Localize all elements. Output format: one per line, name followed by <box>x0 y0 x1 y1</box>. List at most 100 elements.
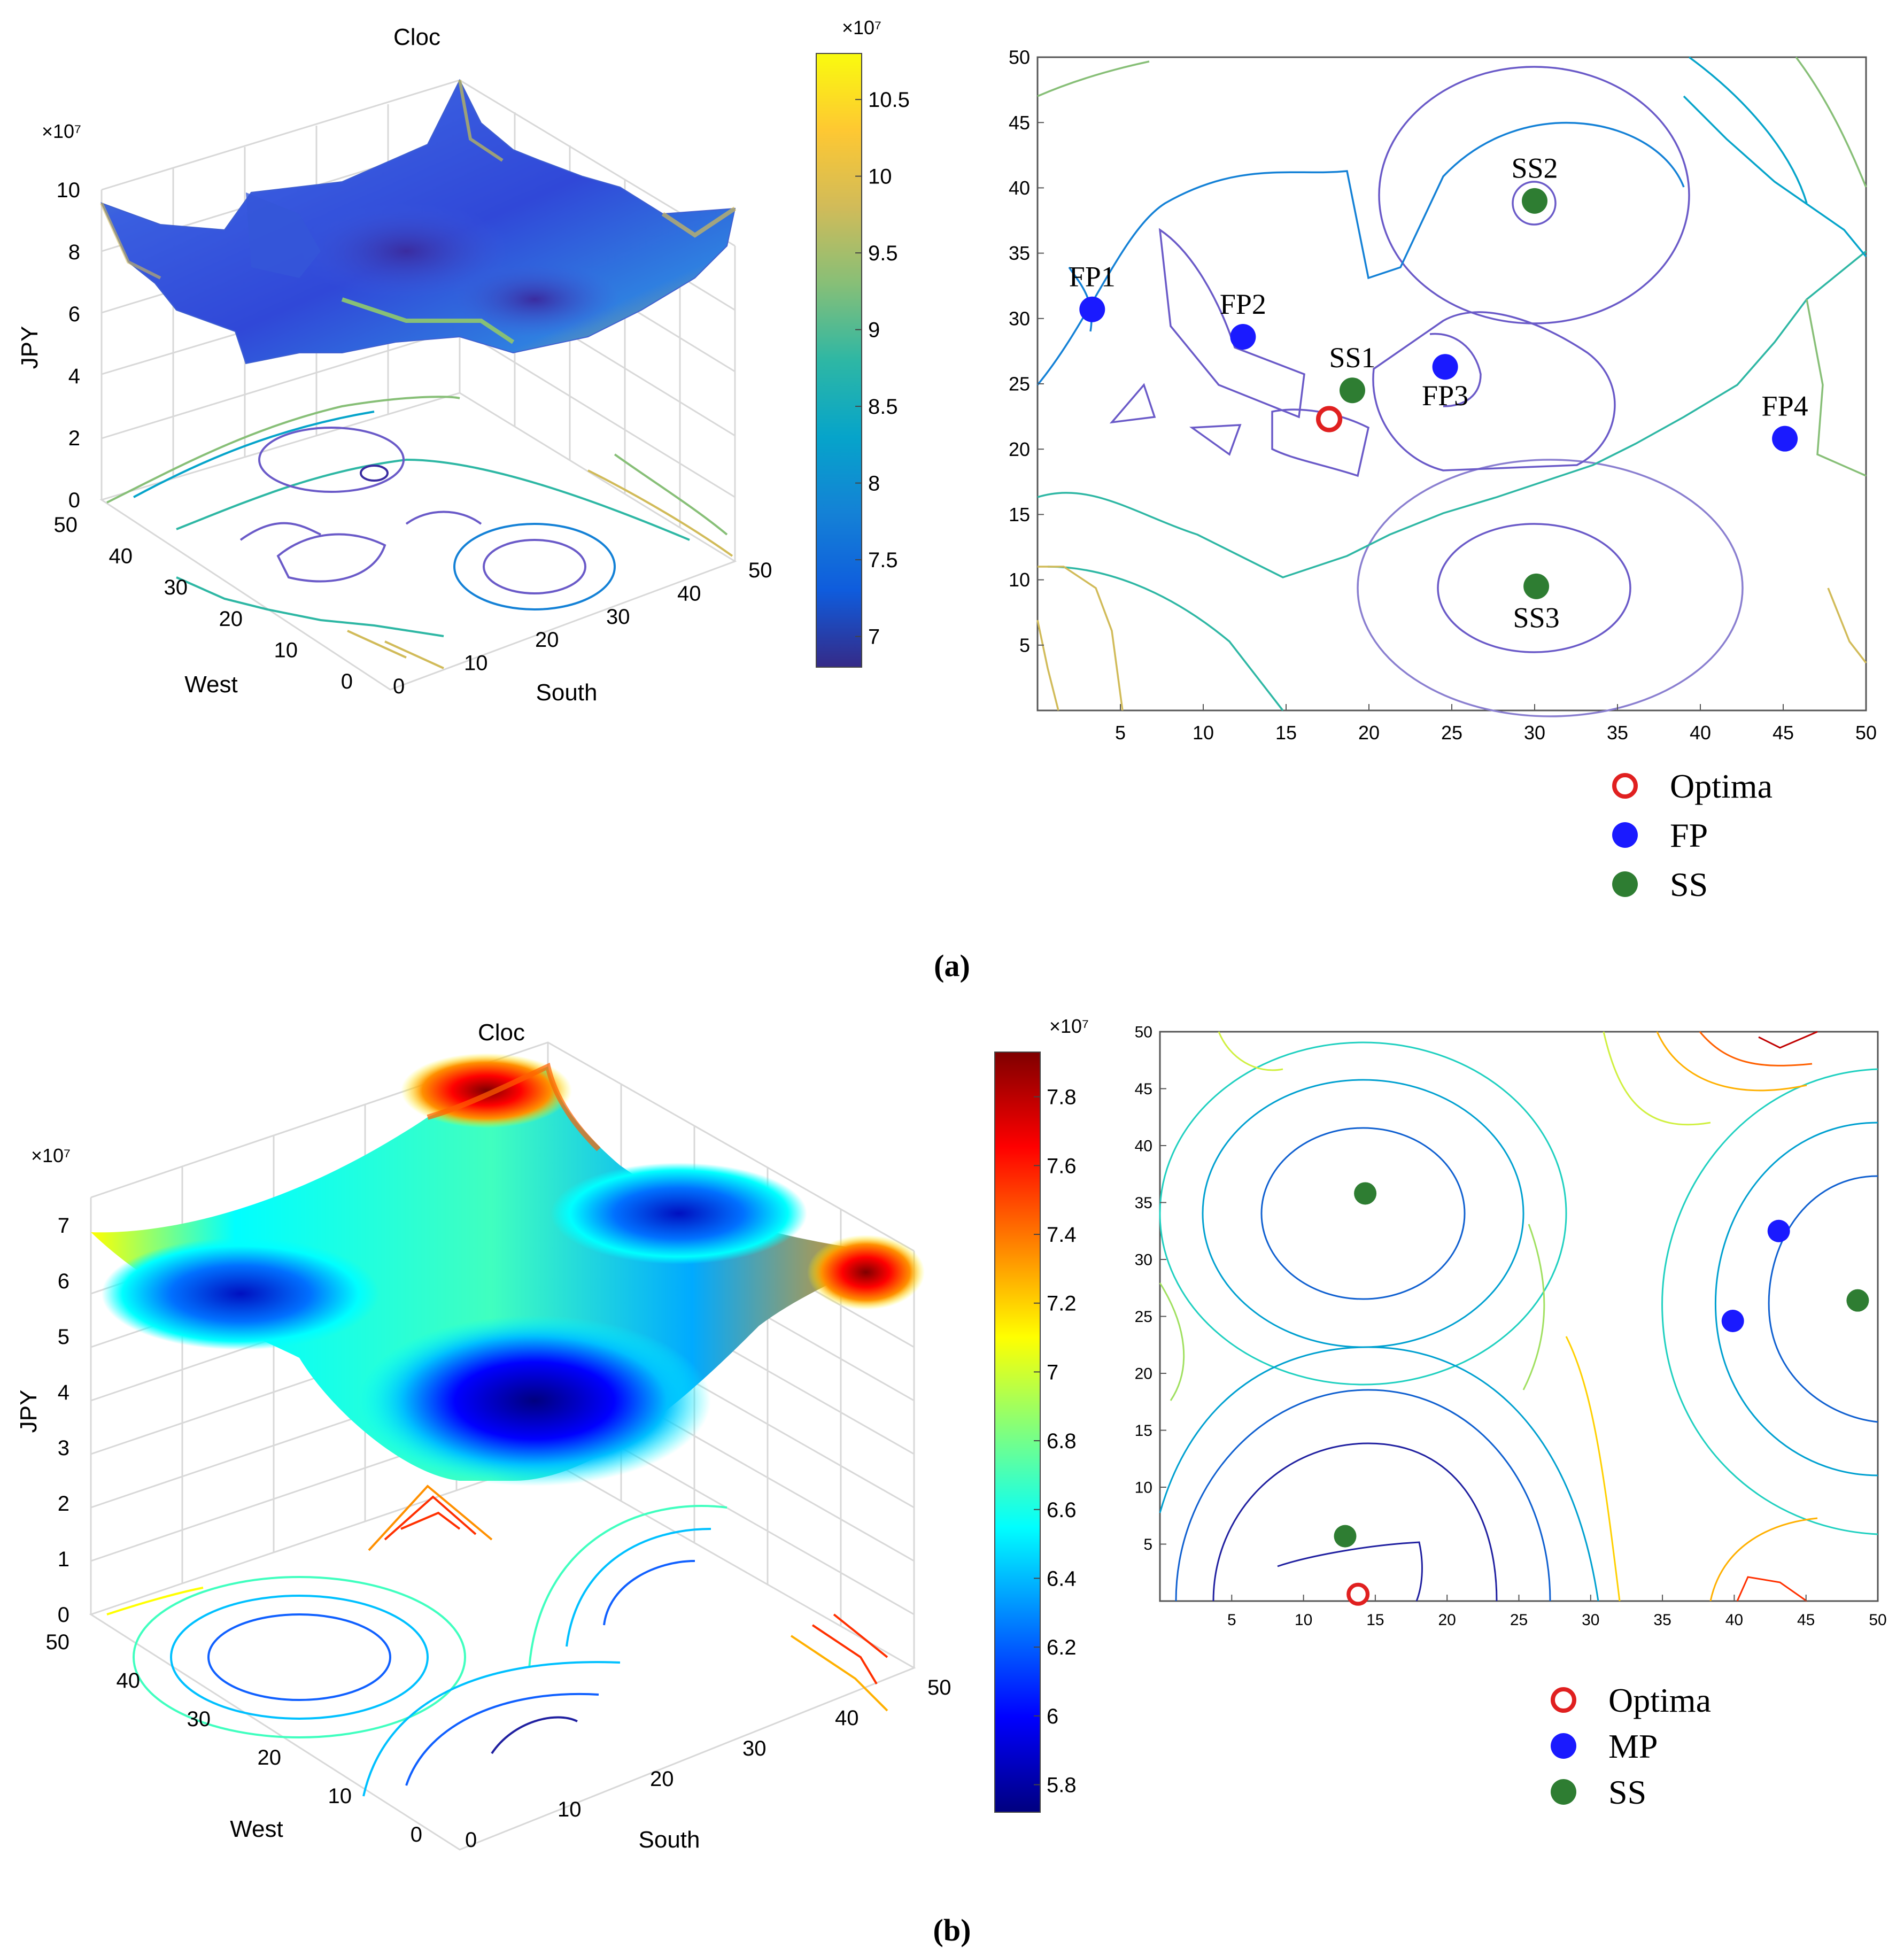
z-tick-label: 3 <box>58 1436 69 1460</box>
colorbar-tick-label: 8 <box>868 472 880 496</box>
z-tick-label: 4 <box>68 365 80 388</box>
colorbar-tick-label: 7 <box>1047 1360 1058 1384</box>
z-tick-label: 0 <box>58 1603 69 1627</box>
colorbar-tick-label: 6.2 <box>1047 1636 1077 1659</box>
panel-a-z-exponent: ×10⁷ <box>42 120 81 142</box>
y-ticks-label: 10 <box>464 652 488 675</box>
colorbar-tick-label: 7 <box>868 625 880 649</box>
ss-marker <box>1354 1182 1377 1205</box>
point-label: SS3 <box>1513 602 1560 634</box>
legend-label: SS <box>1670 865 1708 903</box>
y-tick-label: 5 <box>1019 634 1030 656</box>
legend-label: FP <box>1670 816 1708 854</box>
colorbar-tick-label: 10 <box>868 165 892 189</box>
colorbar-tick-label: 10.5 <box>868 88 910 112</box>
y-ticks-label: 0 <box>393 675 405 698</box>
colorbar-tick-label: 7.5 <box>868 548 898 572</box>
z-tick-label: 2 <box>58 1492 69 1516</box>
z-tick-label: 10 <box>57 179 81 202</box>
legend-label: MP <box>1608 1727 1658 1765</box>
y-tick-label: 20 <box>1009 438 1030 460</box>
ss-marker <box>1334 1525 1357 1548</box>
point-label: FP4 <box>1762 390 1808 422</box>
panel-a-surface-title: Cloc <box>393 24 440 50</box>
x-tick-label: 5 <box>1115 722 1126 744</box>
ss-marker <box>1522 188 1547 214</box>
panel-b-legend: Optima MP SS <box>1551 1681 1711 1811</box>
point-label: FP3 <box>1422 380 1468 412</box>
panel-a-label: (a) <box>934 948 970 983</box>
panel-b-x-label: West <box>230 1816 283 1842</box>
colorbar-tick-label: 7.8 <box>1047 1086 1077 1109</box>
y-tick-label: 20 <box>1135 1365 1152 1383</box>
point-label: SS1 <box>1329 342 1375 374</box>
colorbar-tick-label: 8.5 <box>868 395 898 419</box>
colorbar-tick-label: 7.2 <box>1047 1292 1077 1316</box>
z-tick-label: 7 <box>58 1214 69 1238</box>
z-tick-label: 1 <box>58 1548 69 1571</box>
optima-marker <box>1346 1582 1370 1606</box>
y-ticks-label: 30 <box>606 605 630 629</box>
y-tick-label: 50 <box>1135 1024 1152 1041</box>
y-tick-label: 25 <box>1135 1308 1152 1326</box>
legend-mp-swatch <box>1551 1733 1576 1759</box>
y-tick-label: 35 <box>1009 242 1030 264</box>
x-ticks-label: 50 <box>46 1630 70 1654</box>
z-tick-label: 5 <box>58 1325 69 1349</box>
x-tick-label: 35 <box>1607 722 1628 744</box>
panel-b-z-label: JPY <box>16 1390 42 1433</box>
x-ticks-label: 0 <box>411 1823 422 1846</box>
x-tick-label: 20 <box>1438 1611 1456 1629</box>
panel-a-y-label: South <box>536 679 598 706</box>
y-ticks-label: 50 <box>927 1676 951 1699</box>
z-tick-label: 8 <box>68 241 80 264</box>
x-tick-label: 10 <box>1295 1611 1312 1629</box>
panel-a-legend: Optima FP SS <box>1612 767 1773 903</box>
y-ticks-label: 20 <box>650 1767 674 1791</box>
colorbar-tick-label: 6.4 <box>1047 1567 1077 1590</box>
mp-marker <box>1767 1219 1790 1242</box>
panel-a-x-label: West <box>184 671 237 698</box>
y-tick-label: 40 <box>1009 177 1030 199</box>
y-tick-label: 10 <box>1135 1479 1152 1497</box>
fp-marker <box>1432 354 1458 380</box>
x-tick-label: 40 <box>1690 722 1711 744</box>
y-tick-label: 50 <box>1009 47 1030 68</box>
y-ticks-label: 50 <box>748 559 772 582</box>
z-tick-label: 2 <box>68 427 80 450</box>
fp-marker <box>1230 324 1256 350</box>
y-tick-label: 30 <box>1135 1251 1152 1269</box>
x-tick-label: 45 <box>1797 1611 1815 1629</box>
y-tick-label: 45 <box>1009 112 1030 134</box>
x-tick-label: 45 <box>1773 722 1794 744</box>
y-ticks-label: 10 <box>558 1798 582 1821</box>
colorbar-tick-label: 6 <box>1047 1705 1058 1728</box>
y-ticks-label: 0 <box>465 1828 477 1852</box>
panel-b-colorbar: ×10⁷ 7.8 7.6 7.4 7.2 7 6.8 6.6 6.4 6.2 6 5.8 <box>994 1015 1089 1813</box>
mp-marker <box>1721 1310 1744 1333</box>
legend-optima-swatch <box>1551 1687 1576 1713</box>
y-tick-label: 30 <box>1009 307 1030 329</box>
panel-b-surface-title: Cloc <box>478 1019 525 1046</box>
x-tick-label: 25 <box>1441 722 1462 744</box>
panel-b-colorbar-exponent: ×10⁷ <box>1049 1015 1089 1037</box>
x-ticks-label: 40 <box>109 545 133 568</box>
colorbar-tick-label: 7.6 <box>1047 1154 1077 1178</box>
panel-a-colorbar-exponent: ×10⁷ <box>842 17 881 38</box>
ss-marker <box>1523 573 1550 599</box>
x-ticks-label: 40 <box>117 1669 141 1692</box>
panel-a-surface-plot: Cloc ×10⁷ JPY West South 0 2 4 6 8 10 0 10 20 30… <box>17 24 772 706</box>
legend-ss-swatch <box>1612 871 1638 897</box>
z-tick-label: 0 <box>68 489 80 512</box>
x-tick-label: 5 <box>1227 1611 1236 1629</box>
z-tick-label: 6 <box>58 1270 69 1293</box>
panel-b-y-label: South <box>639 1827 700 1853</box>
legend-ss-swatch <box>1551 1779 1576 1805</box>
x-tick-label: 20 <box>1358 722 1380 744</box>
z-tick-label: 4 <box>58 1381 69 1404</box>
x-tick-label: 25 <box>1510 1611 1528 1629</box>
legend-label: SS <box>1608 1773 1646 1811</box>
x-tick-label: 15 <box>1275 722 1297 744</box>
x-ticks-label: 10 <box>328 1784 352 1808</box>
